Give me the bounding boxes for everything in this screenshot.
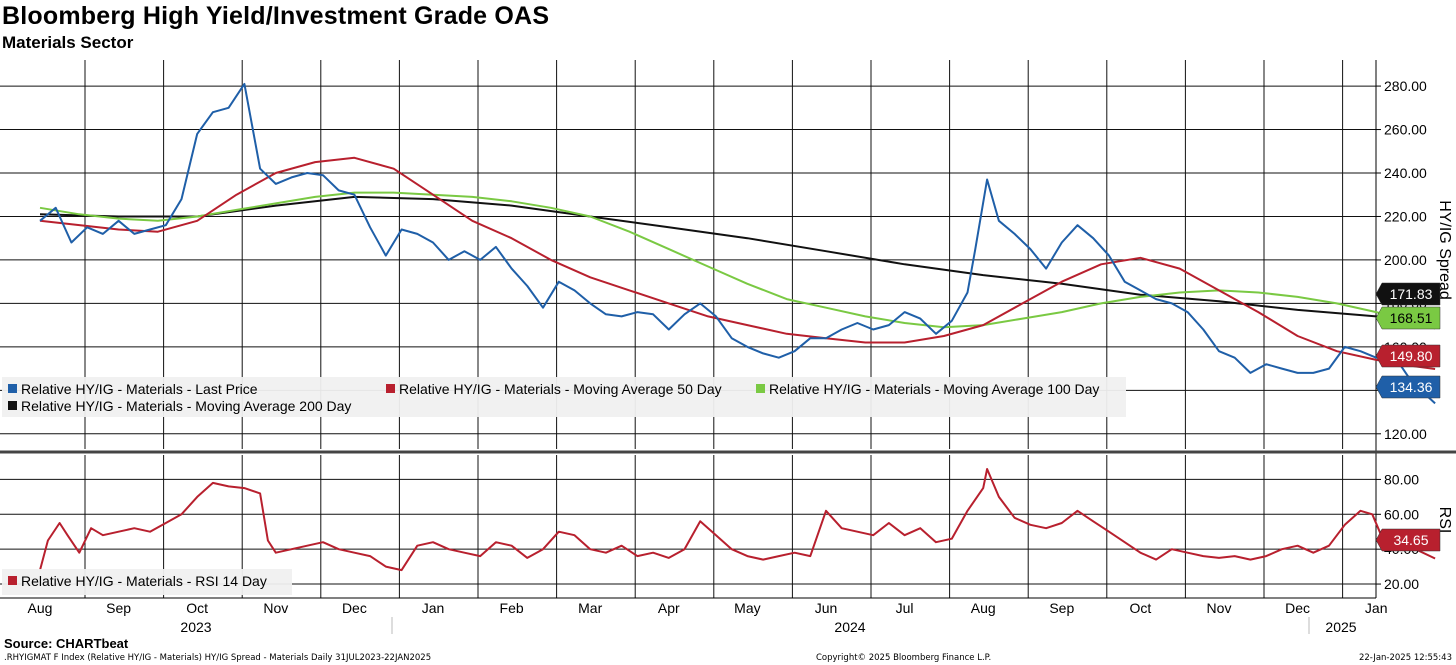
- value-tag-shape: [1375, 528, 1441, 552]
- y-tick-label: 220.00: [1384, 208, 1427, 224]
- x-tick-label: Feb: [500, 600, 524, 616]
- x-tick-label: Jan: [422, 600, 445, 616]
- y-tick-label: 200.00: [1384, 252, 1427, 268]
- y-tick-label: 20.00: [1384, 576, 1419, 592]
- value-tag-rsi: 34.65: [1375, 528, 1441, 552]
- y-tick-label: 280.00: [1384, 78, 1427, 94]
- legend-rsi: Relative HY/IG - Materials - RSI 14 Day: [2, 569, 292, 595]
- rsi-axis-title: RSI: [1436, 507, 1453, 534]
- x-tick-label: Jan: [1365, 600, 1388, 616]
- footer-copyright: Copyright© 2025 Bloomberg Finance L.P.: [816, 653, 992, 663]
- x-tick-label: Aug: [971, 600, 996, 616]
- legend-label: Relative HY/IG - Materials - Moving Aver…: [399, 381, 722, 397]
- legend-swatch: [386, 384, 395, 393]
- value-tag-label: 168.51: [1390, 310, 1433, 326]
- x-tick-label: Mar: [578, 600, 602, 616]
- value-tag-shape: [1375, 306, 1441, 330]
- x-tick-label: Nov: [263, 600, 288, 616]
- value-tag-label: 34.65: [1393, 532, 1428, 548]
- x-tick-label: Aug: [28, 600, 53, 616]
- legend-background: [2, 569, 292, 595]
- value-tag-ma200: 171.83: [1375, 282, 1441, 306]
- value-tag-ma50: 149.80: [1375, 344, 1441, 368]
- x-tick-label: May: [734, 600, 760, 616]
- x-tick-label: Nov: [1207, 600, 1232, 616]
- legend-swatch: [8, 384, 17, 393]
- value-tag-last-price: 134.36: [1375, 375, 1441, 399]
- legend-main: Relative HY/IG - Materials - Last Price R…: [2, 377, 1126, 417]
- legend-label: Relative HY/IG - Materials - Moving Aver…: [21, 398, 351, 414]
- series-ma200-line: [39, 195, 1436, 323]
- x-tick-label: Dec: [1285, 600, 1310, 616]
- legend-label: Relative HY/IG - Materials - RSI 14 Day: [21, 573, 267, 589]
- series-ma100-line: [39, 191, 1436, 330]
- y-tick-label: 240.00: [1384, 165, 1427, 181]
- legend-swatch: [8, 401, 17, 410]
- y-tick-label: 80.00: [1384, 471, 1419, 487]
- x-year-label: 2025: [1325, 619, 1356, 635]
- x-tick-label: Sep: [1049, 600, 1074, 616]
- value-tag-ma100: 168.51: [1375, 306, 1441, 330]
- chart-title: Bloomberg High Yield/Investment Grade OA…: [2, 2, 550, 30]
- footer-timestamp: 22-Jan-2025 12:55:43: [1358, 653, 1452, 663]
- y-tick-label: 260.00: [1384, 122, 1427, 138]
- source-text: Source: CHARTbeat: [4, 636, 129, 651]
- series-last-price-line: [39, 82, 1436, 405]
- x-year-label: 2023: [180, 619, 211, 635]
- y-axis-title: HY/IG Spread: [1436, 200, 1453, 300]
- series-ma50-line: [39, 156, 1436, 370]
- value-tag-label: 171.83: [1390, 286, 1433, 302]
- value-tag-shape: [1375, 282, 1441, 306]
- series-rsi-line: [39, 468, 1436, 572]
- legend-background: [2, 377, 1126, 417]
- legend-swatch: [756, 384, 765, 393]
- x-tick-label: Jun: [815, 600, 838, 616]
- x-year-label: 2024: [834, 619, 865, 635]
- y-tick-label: 120.00: [1384, 426, 1427, 442]
- legend-label: Relative HY/IG - Materials - Moving Aver…: [769, 381, 1099, 397]
- x-tick-label: Jul: [896, 600, 914, 616]
- chart-subtitle: Materials Sector: [2, 33, 134, 52]
- value-tag-label: 149.80: [1390, 348, 1433, 364]
- x-tick-label: Sep: [106, 600, 131, 616]
- x-tick-label: Oct: [186, 600, 208, 616]
- y-tick-label: 60.00: [1384, 506, 1419, 522]
- legend-label: Relative HY/IG - Materials - Last Price: [21, 381, 258, 397]
- x-tick-label: Oct: [1130, 600, 1152, 616]
- legend-swatch: [8, 576, 17, 585]
- x-tick-label: Apr: [658, 600, 680, 616]
- footer-ticker: .RHYIGMAT F Index (Relative HY/IG - Mate…: [4, 653, 432, 663]
- value-tag-shape: [1375, 375, 1441, 399]
- x-tick-label: Dec: [342, 600, 367, 616]
- value-tag-shape: [1375, 344, 1441, 368]
- value-tag-label: 134.36: [1390, 379, 1433, 395]
